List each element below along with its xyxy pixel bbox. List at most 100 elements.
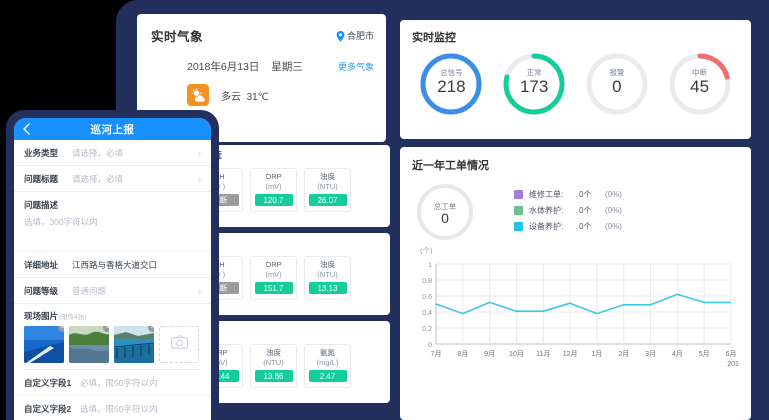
- svg-text:11月: 11月: [536, 350, 550, 358]
- field-custom-2[interactable]: 自定义字段2 选填，限50字符以内: [14, 396, 211, 420]
- ring-value: 0: [612, 77, 622, 96]
- total-orders-value: 0: [441, 210, 449, 226]
- issue-description-input[interactable]: 选填，300字符以内: [24, 217, 98, 227]
- ring-value: 173: [519, 77, 549, 96]
- chevron-right-icon: ›: [198, 285, 201, 296]
- metric-cell[interactable]: 氨氮 (mg/L) 2.47: [304, 344, 351, 388]
- svg-text:12月: 12月: [563, 350, 578, 358]
- weather-temp: 多云 31℃: [221, 91, 269, 103]
- field-custom-1[interactable]: 自定义字段1 必填，限50字符以内: [14, 370, 211, 396]
- weather-date-row: 2018年6月13日 星期三 更多气象: [137, 45, 386, 74]
- ring-interrupted[interactable]: 中断 45: [667, 51, 733, 117]
- city-selector[interactable]: 合肥市: [336, 29, 374, 42]
- metric-cell[interactable]: 浊度 (NTU) 26.07: [304, 168, 351, 212]
- more-weather-link[interactable]: 更多气象: [337, 62, 374, 72]
- mobile-screen: 巡河上报 业务类型 请选择，必填 › 问题标题 请选择，必填 › 问题描述 选填…: [14, 118, 211, 420]
- chevron-left-icon[interactable]: [23, 123, 30, 135]
- ring-label: 总信号: [440, 68, 463, 77]
- mobile-title: 巡河上报: [90, 123, 135, 136]
- ring-value: 45: [690, 77, 710, 96]
- description-spacer: [14, 228, 211, 252]
- svg-text:0: 0: [428, 342, 432, 349]
- svg-text:0.6: 0.6: [422, 294, 432, 301]
- svg-text:9月: 9月: [484, 350, 495, 358]
- metric-value: 120.7: [254, 194, 293, 206]
- site-photos-label: 现场图片: [24, 311, 59, 321]
- photos-divider: [24, 369, 201, 370]
- ring-alarm[interactable]: 报警 0: [584, 51, 650, 117]
- svg-text:8月: 8月: [457, 350, 468, 358]
- close-circle-icon[interactable]: ×: [58, 326, 64, 332]
- ring-label: 中断: [692, 68, 708, 77]
- issue-title-input[interactable]: 请选择，必填: [72, 173, 124, 184]
- weather-condition-row: 多云 31℃: [137, 74, 386, 106]
- field-issue-title[interactable]: 问题标题 请选择，必填 ›: [14, 166, 211, 192]
- metric-value: 13.86: [254, 370, 293, 382]
- metric-value: 26.07: [308, 194, 347, 206]
- metric-value: 151.7: [254, 282, 293, 294]
- field-address[interactable]: 详细地址 江西路与香格大道交口: [14, 252, 211, 278]
- issue-level-value[interactable]: 普通问题: [72, 285, 107, 296]
- svg-text:3月: 3月: [645, 350, 656, 358]
- custom-1-input[interactable]: 必填，限50字符以内: [80, 377, 158, 388]
- mobile-panel: 巡河上报 业务类型 请选择，必填 › 问题标题 请选择，必填 › 问题描述 选填…: [6, 110, 219, 420]
- metric-value: 13.13: [308, 282, 347, 294]
- photo-thumbnail[interactable]: ×: [69, 326, 109, 363]
- weather-date: 2018年6月13日 星期三: [187, 61, 303, 73]
- svg-text:0.4: 0.4: [422, 310, 432, 317]
- photo-thumbnail[interactable]: ×: [24, 326, 64, 363]
- weather-title: 实时气象: [151, 30, 204, 44]
- ring-normal[interactable]: 正常 173: [501, 51, 567, 117]
- legend-item[interactable]: 维修工单: 0个 (0%): [514, 189, 622, 200]
- svg-text:10月: 10月: [509, 350, 524, 358]
- photo-thumbnail[interactable]: ×: [114, 326, 154, 363]
- work-orders-summary: 总工单 0 维修工单: 0个 (0%) 水体养护: 0个 (0%): [400, 173, 751, 243]
- svg-text:1月: 1月: [591, 350, 602, 358]
- realtime-monitor-card: 实时监控 总信号 218 正常 173: [400, 20, 751, 139]
- location-pin-icon: [336, 31, 345, 42]
- ring-total-signal[interactable]: 总信号 218: [418, 51, 484, 117]
- svg-text:7月: 7月: [431, 350, 442, 358]
- work-orders-legend: 维修工单: 0个 (0%) 水体养护: 0个 (0%) 设备养护: 0个 (0%…: [476, 181, 622, 237]
- metric-cell[interactable]: 浊度 (NTU) 13.13: [304, 256, 351, 300]
- work-orders-card: 近一年工单情况 总工单 0 维修工单: 0个 (0%) 水体养护:: [400, 147, 751, 420]
- metric-cell[interactable]: 浊度 (NTU) 13.86: [250, 344, 297, 388]
- svg-text:4月: 4月: [672, 350, 683, 358]
- ring-total-orders[interactable]: 总工单 0: [414, 181, 476, 243]
- chevron-right-icon: ›: [198, 147, 201, 158]
- metric-cell[interactable]: ORP (mV) 120.7: [250, 168, 297, 212]
- legend-item[interactable]: 设备养护: 0个 (0%): [514, 221, 622, 232]
- ring-label: 报警: [609, 68, 625, 77]
- svg-text:6月: 6月: [726, 350, 737, 358]
- metric-value: 2.47: [308, 370, 347, 382]
- field-business-type[interactable]: 业务类型 请选择，必填 ›: [14, 140, 211, 166]
- sun-cloud-icon: [187, 84, 209, 106]
- svg-text:0.2: 0.2: [422, 326, 432, 333]
- site-photos-header: 现场图片 (限传4张): [14, 304, 211, 322]
- field-issue-description: 问题描述 选填，300字符以内: [14, 192, 211, 228]
- work-orders-title: 近一年工单情况: [412, 160, 489, 172]
- metric-cell[interactable]: ORP (mV) 151.7: [250, 256, 297, 300]
- ring-label: 正常: [526, 68, 542, 77]
- custom-2-input[interactable]: 选填，限50字符以内: [80, 403, 158, 414]
- city-name: 合肥市: [346, 31, 374, 41]
- add-photo-button[interactable]: [159, 326, 199, 363]
- business-type-input[interactable]: 请选择，必填: [72, 147, 124, 158]
- svg-text:5月: 5月: [699, 350, 710, 358]
- field-issue-level[interactable]: 问题等级 普通问题 ›: [14, 278, 211, 304]
- weather-header: 实时气象 合肥市: [137, 14, 386, 45]
- chart-y-unit: (个): [420, 246, 433, 255]
- svg-text:1: 1: [428, 262, 432, 269]
- close-circle-icon[interactable]: ×: [148, 326, 154, 332]
- legend-swatch-water: [514, 206, 523, 215]
- chevron-right-icon: ›: [198, 173, 201, 184]
- svg-text:0.8: 0.8: [422, 278, 432, 285]
- site-photos-hint: (限传4张): [59, 314, 87, 321]
- issue-description-label: 问题描述: [24, 200, 59, 210]
- legend-item[interactable]: 水体养护: 0个 (0%): [514, 205, 622, 216]
- close-circle-icon[interactable]: ×: [103, 326, 109, 332]
- monitor-rings: 总信号 218 正常 173 报警 0: [400, 45, 751, 117]
- legend-swatch-equipment: [514, 222, 523, 231]
- mobile-titlebar: 巡河上报: [14, 118, 211, 140]
